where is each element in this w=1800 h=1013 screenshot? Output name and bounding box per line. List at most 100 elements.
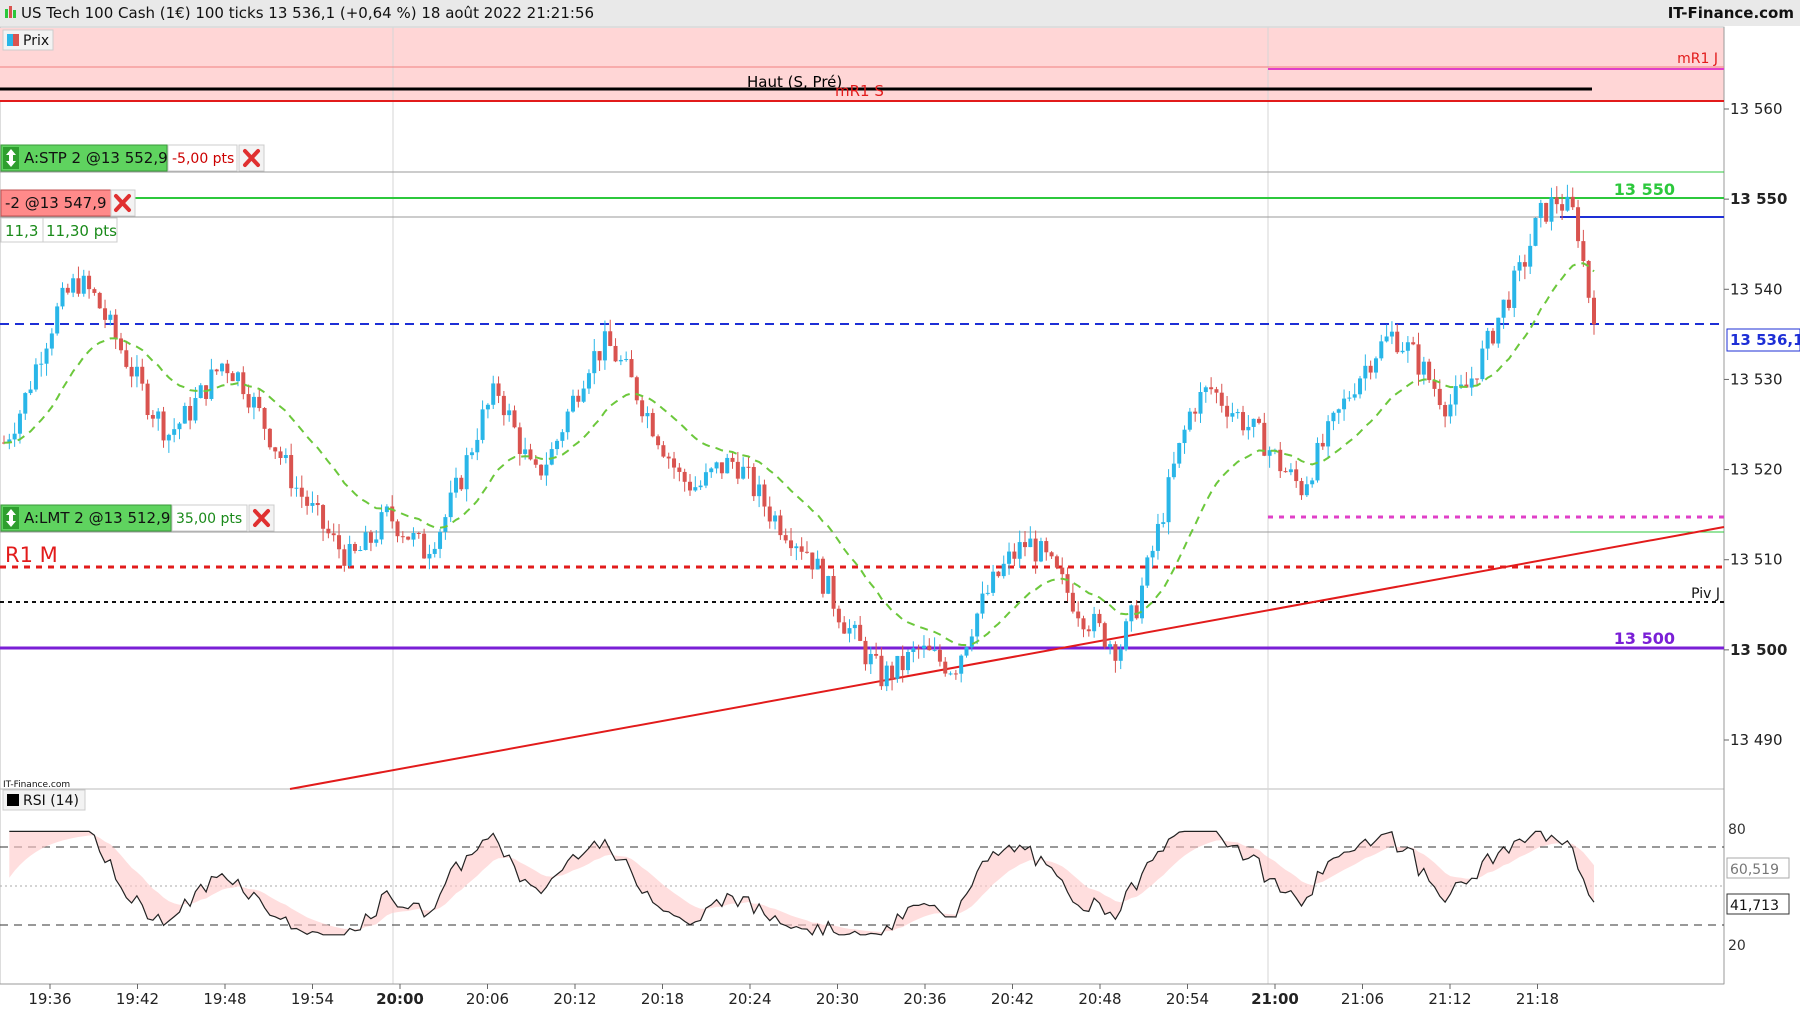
candle xyxy=(1267,446,1272,468)
price-legend[interactable]: Prix xyxy=(2,29,54,51)
candle xyxy=(767,496,772,529)
candle xyxy=(1517,255,1522,282)
candles-layer xyxy=(2,184,1596,692)
close-icon[interactable] xyxy=(238,144,265,172)
candle xyxy=(1145,555,1150,588)
candle xyxy=(927,638,932,651)
candle xyxy=(1522,254,1527,280)
candle xyxy=(1315,437,1320,483)
candle xyxy=(220,362,225,376)
candle xyxy=(597,351,602,372)
drag-arrows-icon[interactable] xyxy=(3,507,19,529)
candle xyxy=(1469,366,1474,396)
candle xyxy=(725,453,730,474)
green-13550-label: 13 550 xyxy=(1614,180,1675,199)
candle xyxy=(198,383,203,399)
candle xyxy=(337,524,342,559)
candle xyxy=(539,464,544,480)
candle xyxy=(517,422,522,466)
candle xyxy=(1405,336,1410,363)
candle xyxy=(60,282,65,310)
candle xyxy=(1219,383,1224,413)
mr1s-label: mR1 S xyxy=(835,82,884,100)
candle xyxy=(656,434,661,450)
down-color-icon xyxy=(13,34,19,46)
candle xyxy=(900,645,905,683)
price-tick-label: 13 550 xyxy=(1730,190,1787,208)
candle xyxy=(799,537,804,560)
candle xyxy=(76,266,81,297)
candle xyxy=(581,380,586,404)
candle xyxy=(943,657,948,677)
candle xyxy=(1528,233,1533,274)
candle xyxy=(209,358,214,401)
candle xyxy=(65,283,70,295)
last-price-value: 13 536,1 xyxy=(1730,331,1800,349)
candle xyxy=(1097,609,1102,627)
candle xyxy=(23,392,28,420)
candle xyxy=(1171,451,1176,480)
trend-line[interactable] xyxy=(289,526,1725,790)
candle xyxy=(352,541,357,554)
price-tick-label: 13 510 xyxy=(1730,551,1783,569)
candle xyxy=(390,495,395,529)
candle xyxy=(980,581,985,619)
candle xyxy=(528,443,533,461)
candle xyxy=(411,527,416,547)
candle xyxy=(1198,382,1203,423)
candle xyxy=(1533,217,1538,247)
candle xyxy=(1113,641,1118,673)
candle xyxy=(815,550,820,570)
candle xyxy=(1012,543,1017,567)
candle xyxy=(1320,433,1325,450)
candle xyxy=(613,338,618,363)
candle xyxy=(789,528,794,556)
position-widget[interactable]: -2 @13 547,9 11,3 11,30 pts xyxy=(0,189,136,243)
candle xyxy=(507,403,512,422)
candle xyxy=(1155,513,1160,560)
candle xyxy=(161,406,166,448)
candle xyxy=(964,646,969,658)
price-tick-label: 13 490 xyxy=(1730,731,1783,749)
candle xyxy=(347,535,352,568)
candle xyxy=(1363,354,1368,391)
candle xyxy=(273,446,278,459)
candle xyxy=(1501,299,1506,329)
candle xyxy=(890,661,895,691)
candle xyxy=(778,509,783,540)
candle xyxy=(608,319,613,347)
candle xyxy=(496,376,501,404)
drag-arrows-icon[interactable] xyxy=(3,147,19,169)
candle xyxy=(1400,342,1405,354)
candle xyxy=(368,529,373,552)
candle xyxy=(28,381,33,396)
candle xyxy=(1054,554,1059,570)
candle xyxy=(1001,555,1006,579)
candle xyxy=(879,647,884,690)
candle xyxy=(71,273,76,298)
candle xyxy=(491,375,496,410)
app-icon xyxy=(5,6,16,18)
close-icon[interactable] xyxy=(248,504,275,532)
candle xyxy=(1379,334,1384,361)
stop-order-widget[interactable]: A:STP 2 @13 552,9 -5,00 pts xyxy=(0,144,265,172)
candle xyxy=(969,629,974,652)
limit-order-widget[interactable]: A:LMT 2 @13 512,9 35,00 pts xyxy=(0,504,275,532)
candle xyxy=(49,328,54,356)
candle xyxy=(331,523,336,542)
candle xyxy=(12,422,17,447)
candle xyxy=(1496,317,1501,348)
price-tick-label: 13 560 xyxy=(1730,100,1783,118)
candle xyxy=(842,616,847,634)
candle xyxy=(406,536,411,541)
candle xyxy=(501,390,506,426)
candle xyxy=(640,397,645,423)
candle xyxy=(1150,545,1155,568)
rsi-legend[interactable]: RSI (14) xyxy=(2,789,86,811)
close-icon[interactable] xyxy=(110,189,136,217)
candle xyxy=(384,504,389,517)
candle xyxy=(1288,463,1293,476)
candle xyxy=(1342,389,1347,421)
candle xyxy=(746,456,751,479)
